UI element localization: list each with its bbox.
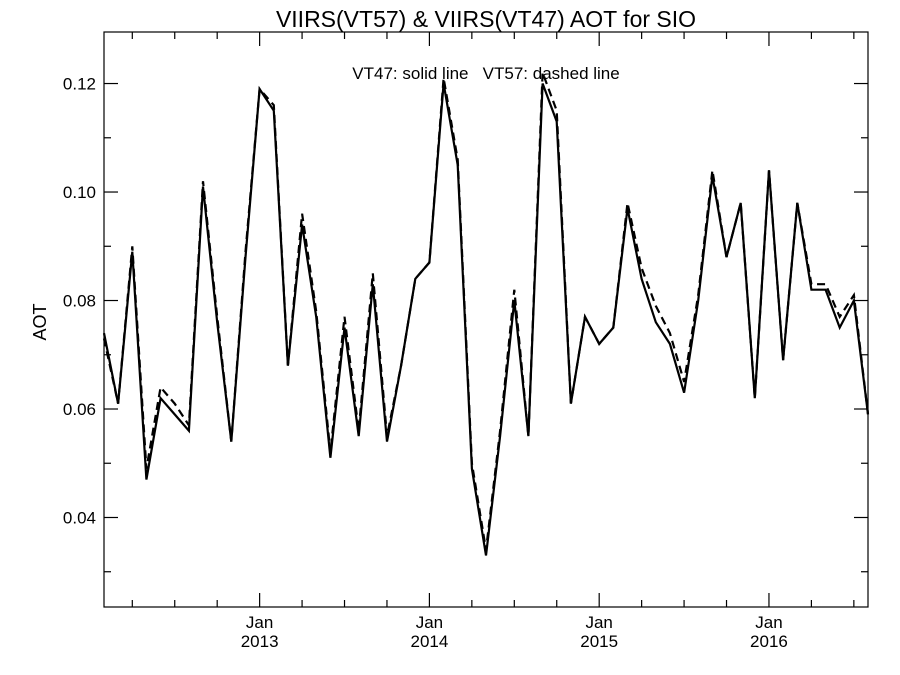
series-layer [102, 72, 870, 556]
y-tick-label: 0.12 [63, 75, 96, 94]
y-tick-label: 0.10 [63, 183, 96, 202]
x-tick-label-month: Jan [585, 613, 612, 632]
line-style-annotation: VT47: solid line VT57: dashed line [352, 64, 619, 83]
series-line-dashed [102, 72, 870, 551]
x-tick-label-month: Jan [755, 613, 782, 632]
x-tick-label-month: Jan [246, 613, 273, 632]
x-tick-label-year: 2013 [241, 632, 279, 651]
series-line-solid [102, 83, 870, 556]
y-tick-label: 0.04 [63, 508, 96, 527]
x-tick-label-month: Jan [416, 613, 443, 632]
x-tick-label-year: 2014 [410, 632, 448, 651]
x-tick-label-year: 2015 [580, 632, 618, 651]
y-axis-label: AOT [30, 303, 50, 340]
plot-frame [103, 31, 869, 608]
x-tick-label-year: 2016 [750, 632, 788, 651]
y-axis-ticks: 0.04 0.06 0.08 0.10 0.12 [63, 75, 868, 573]
chart-title: VIIRS(VT57) & VIIRS(VT47) AOT for SIO [276, 6, 696, 32]
y-tick-label: 0.08 [63, 292, 96, 311]
y-tick-label: 0.06 [63, 400, 96, 419]
